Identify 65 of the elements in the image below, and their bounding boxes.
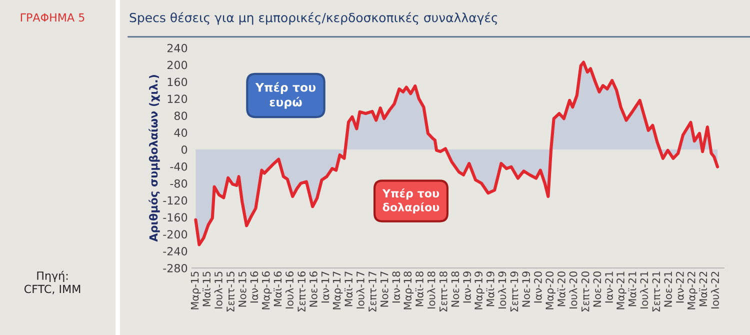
x-tick-label: Μαϊ-16 <box>274 271 282 306</box>
x-tick-label: Ιαν-21 <box>605 272 613 303</box>
x-tick-label: Ιαν-20 <box>534 271 542 303</box>
x-tick-label: Ιουλ-16 <box>285 271 294 308</box>
x-tick-label: Σεπτ-17 <box>368 272 376 312</box>
x-tick-label: Ιουλ-17 <box>356 272 364 308</box>
x-tick-label: Μαϊ-18 <box>415 271 424 306</box>
x-tick-label: Μαρ-19 <box>474 272 484 310</box>
x-tick-label: Μαρ-15 <box>190 272 201 310</box>
annotation: Υπέρ του ευρώ <box>255 82 316 109</box>
x-tick-label: Ιαν-17 <box>321 272 330 303</box>
x-tick-label: Νοε-15 <box>238 272 246 307</box>
x-tick-label: Σεπτ-15 <box>226 272 234 312</box>
y-tick-label: 0 <box>181 145 188 154</box>
annotation: Υπέρ του δολαρίου <box>382 188 440 214</box>
y-tick-label: -80 <box>170 179 188 188</box>
x-tick-label: Νοε-17 <box>380 272 388 307</box>
y-tick-label: 120 <box>168 94 188 104</box>
x-tick-label: Μαρ-22 <box>687 272 698 310</box>
x-tick-label: Μαρ-20 <box>546 271 556 310</box>
y-tick-label: -120 <box>163 196 188 205</box>
x-tick-label: Ιαν-22 <box>676 272 684 303</box>
x-tick-label: Μαρ-21 <box>616 272 626 310</box>
x-tick-label: Νοε-16 <box>309 271 318 307</box>
x-tick-label: Σεπτ-18 <box>439 271 448 312</box>
y-tick-label: 200 <box>167 60 188 70</box>
x-tick-label: Μαϊ-19 <box>486 272 494 306</box>
x-tick-label: Ιαν-18 <box>392 271 400 303</box>
x-tick-label: Σεπτ-21 <box>652 272 660 312</box>
x-tick-label: Ιουλ-20 <box>569 271 578 308</box>
y-tick-label: -200 <box>163 230 188 239</box>
x-tick-label: Ιαν-19 <box>463 272 471 303</box>
chart-title: Specs θέσεις για μη εμπορικές/κερδοσκοπικές συναλλαγές <box>130 12 498 25</box>
x-tick-label: Σεπτ-20 <box>581 271 590 312</box>
y-tick-label: -160 <box>163 213 188 222</box>
y-tick-label: -240 <box>163 247 188 256</box>
x-tick-label: Νοε-19 <box>522 272 530 307</box>
x-tick-label: Ιουλ-19 <box>498 272 506 308</box>
x-tick-label: Μαϊ-17 <box>344 272 353 306</box>
y-tick-label: -40 <box>170 162 188 171</box>
y-tick-label: 40 <box>174 128 188 137</box>
y-tick-label: -280 <box>163 264 188 272</box>
y-tick-label: 80 <box>174 112 188 120</box>
text: ΓΡΑΦΗΜΑ 5 <box>20 13 84 22</box>
x-tick-label: Μαρ-18 <box>404 271 414 310</box>
x-tick-label: Ιαν-16 <box>250 271 258 303</box>
y-tick-label: 240 <box>167 44 188 52</box>
x-tick-label: Νοε-18 <box>451 271 460 307</box>
y-tick-label: 160 <box>168 78 188 86</box>
x-tick-label: Σεπτ-19 <box>510 272 518 312</box>
x-tick-label: Ιουλ-15 <box>214 272 222 308</box>
x-tick-label: Ιουλ-22 <box>710 272 720 308</box>
x-tick-label: Μαϊ-15 <box>202 272 211 306</box>
x-tick-label: Ιουλ-18 <box>427 271 436 308</box>
x-tick-label: Σεπτ-16 <box>298 271 306 312</box>
x-tick-label: Ιουλ-21 <box>640 272 648 308</box>
y-axis-title: Αριθμός συμβολαίων (χιλ.) <box>148 75 160 242</box>
x-tick-label: Μαϊ-20 <box>557 271 566 306</box>
x-tick-label: Μαρ-17 <box>332 272 343 310</box>
x-tick-label: Μαϊ-21 <box>628 272 636 306</box>
x-tick-label: Μαϊ-22 <box>699 272 708 306</box>
x-tick-label: Μαρ-16 <box>262 271 272 310</box>
text: Πηγή: CFTC, IMM <box>24 270 80 294</box>
x-tick-label: Νοε-20 <box>593 271 602 307</box>
x-tick-label: Νοε-21 <box>664 272 672 307</box>
